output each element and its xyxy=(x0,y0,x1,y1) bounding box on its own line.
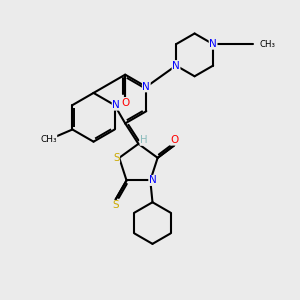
Text: H: H xyxy=(140,135,148,145)
Text: O: O xyxy=(121,98,129,107)
Text: S: S xyxy=(113,153,119,163)
Text: CH₃: CH₃ xyxy=(40,135,57,144)
Text: N: N xyxy=(142,82,150,92)
Text: N: N xyxy=(149,176,157,185)
Text: N: N xyxy=(172,61,180,70)
Text: N: N xyxy=(209,39,217,49)
Text: N: N xyxy=(112,100,120,110)
Text: S: S xyxy=(112,200,119,211)
Text: O: O xyxy=(170,135,178,145)
Text: CH₃: CH₃ xyxy=(260,40,276,49)
